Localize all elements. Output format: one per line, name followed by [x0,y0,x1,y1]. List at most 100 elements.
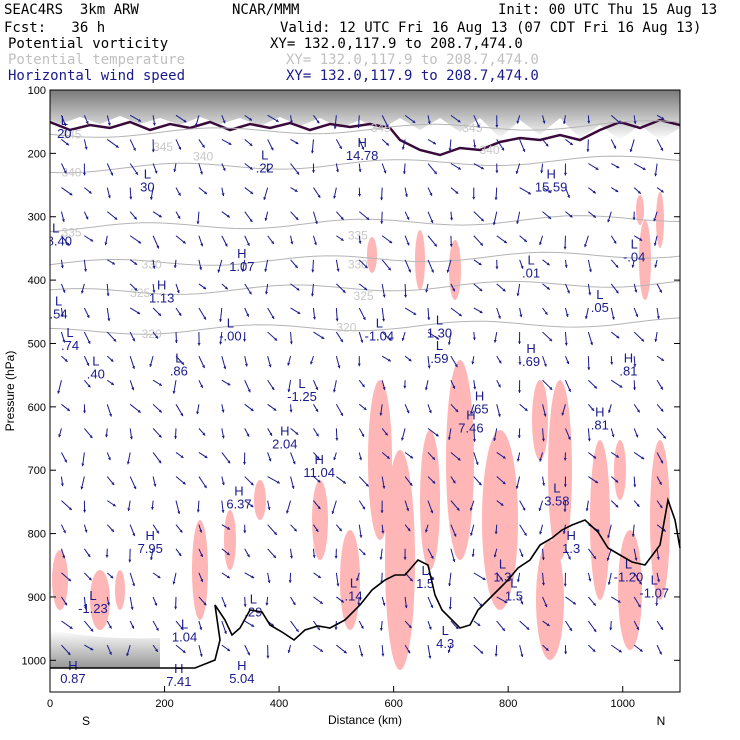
wind-vector-head [517,390,522,393]
wind-vector-head [138,240,142,244]
wind-vector-head [562,121,566,125]
wind-vector-head [561,412,565,416]
wind-vector-head [469,507,473,511]
wind-vector-head [84,146,88,150]
wind-vector-head [495,170,499,174]
wind-vector-head [406,242,410,246]
wind-vector-head [660,386,663,390]
wind-vector-head [430,510,434,514]
wind-vector-head [480,650,484,654]
wind-vector-head [470,411,474,415]
wind-vector-head [361,146,365,150]
wind-vector-head [493,438,497,441]
extremum-value: -1.23 [78,601,108,616]
y-tick-label: 200 [28,148,46,160]
wind-vector-head [264,291,269,295]
extremum-value: 5.04 [229,671,254,686]
extremum-value: 7.95 [138,541,163,556]
wind-vector-head [290,241,294,245]
wind-vector-head [287,389,291,393]
wind-vector-head [615,479,619,483]
wind-vector-head [247,389,251,393]
wind-vector-head [241,268,245,272]
wind-vector-head [264,268,268,272]
wind-vector-head [428,410,432,414]
theta-contour [50,155,680,174]
wind-vector-head [343,650,347,654]
extremum-value: 11.04 [303,465,335,480]
wind-vector-head [387,267,391,271]
wind-vector-head [180,413,183,417]
wind-vector-head [656,316,660,319]
wind-vector-head [295,141,299,145]
wind-vector-head [340,216,344,220]
wind-vector-head [516,120,520,124]
x-tick-label: 1000 [610,698,634,710]
wind-vector-head [634,557,638,561]
extremum-mark: L [625,556,632,571]
wind-vector-head [202,432,206,436]
wind-vector-head [58,434,62,438]
wind-vector-head [266,655,270,659]
wind-vector-head [588,292,592,296]
wind-vector-head [340,339,343,343]
wind-vector-head [226,575,230,579]
wind-vector-head [564,651,568,655]
wind-vector-head [68,578,71,582]
wind-vector-head [520,265,524,269]
wind-vector-head [447,649,451,653]
wind-vector-head [291,485,295,489]
wind-vector-head [269,432,273,436]
wind-vector-head [523,239,527,242]
wind-vector-head [448,148,452,151]
wind-vector-head [592,648,596,652]
wind-vector-head [587,367,591,370]
wind-vector-head [84,529,88,533]
wind-vector-head [292,461,296,465]
wind-vector-head [62,289,66,293]
extremum-mark: H [466,408,475,423]
wind-vector-head [246,433,250,437]
wind-vector-head [268,458,272,462]
extremum-mark: H [526,341,535,356]
wind-vector-head [379,556,383,560]
wind-vector-head [586,149,590,152]
y-tick-label: 800 [28,529,46,541]
wind-vector-head [659,505,663,509]
wind-vector-head [314,221,318,225]
wind-vector-head [109,413,113,417]
wind-vector-head [88,577,92,581]
wind-vector-head [312,555,316,558]
wind-vector-head [80,290,84,294]
wind-vector-head [588,269,592,273]
extremum-value: 1.3 [493,569,511,584]
wind-vector-head [200,578,204,582]
wind-vector-head [629,149,633,153]
wind-vector-head [503,240,507,244]
wind-vector-head [539,458,543,462]
wind-vector-head [432,456,435,460]
wind-vector-head [427,121,431,125]
extremum-mark: L [553,480,560,495]
theta-contour [50,120,680,138]
wind-vector-head [362,552,366,556]
legend-pv-name: Potential vorticity [8,36,169,52]
wind-vector-head [200,243,204,247]
wind-vector-head [204,191,207,195]
wind-vector-head [317,627,320,631]
wind-vector-head [336,268,340,272]
extremum-value: -.00 [219,329,241,344]
wind-vector-head [546,286,550,290]
wind-vector-head [57,390,61,394]
wind-vector-head [60,265,64,269]
theta-contour-label: 345 [61,127,81,141]
wind-vector-head [518,362,522,365]
wind-vector-head [199,627,203,630]
wind-vector-head [178,312,182,316]
y-tick-label: 600 [28,402,46,414]
wind-vector-head [456,507,460,511]
wind-vector-head [357,363,361,367]
organization: NCAR/MMM [232,2,300,18]
wind-vector-head [173,169,177,172]
wind-vector-head [387,358,391,362]
